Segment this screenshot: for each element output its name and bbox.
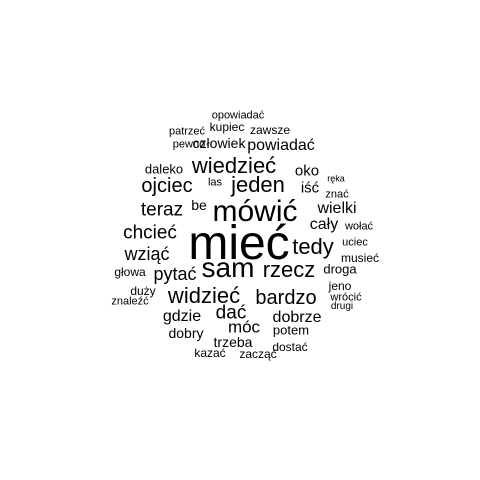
- cloud-word: wołać: [344, 220, 374, 233]
- cloud-word: rzecz: [262, 257, 316, 282]
- cloud-word: mówić: [212, 195, 298, 228]
- cloud-word: jeden: [231, 172, 285, 197]
- cloud-word: daleko: [144, 161, 184, 177]
- cloud-word: znaleźć: [111, 295, 149, 308]
- cloud-word: zacząć: [239, 347, 277, 361]
- cloud-word: móc: [227, 317, 261, 337]
- cloud-word: iść: [300, 179, 320, 197]
- cloud-word: teraz: [140, 199, 184, 221]
- cloud-word: dostać: [272, 340, 308, 354]
- cloud-word: jeno: [328, 279, 352, 293]
- cloud-word: dać: [215, 302, 247, 324]
- cloud-word: uciec: [342, 236, 368, 249]
- cloud-word: cały: [309, 216, 339, 233]
- cloud-word: dobry: [168, 325, 204, 341]
- cloud-word: ręka: [327, 173, 345, 184]
- cloud-word: sam: [201, 252, 255, 283]
- cloud-word: wrócić: [330, 291, 362, 304]
- cloud-word: pewno: [172, 138, 206, 151]
- cloud-word: las: [207, 176, 223, 189]
- cloud-word: tedy: [292, 234, 334, 259]
- cloud-word: drugi: [330, 301, 354, 312]
- cloud-word: droga: [323, 261, 357, 277]
- cloud-word: człowiek: [192, 135, 246, 151]
- cloud-word: be: [191, 197, 207, 213]
- cloud-word: znać: [325, 188, 349, 201]
- cloud-word: oko: [294, 162, 320, 180]
- cloud-word: gdzie: [162, 308, 202, 325]
- cloud-word: wiedzieć: [191, 153, 277, 178]
- cloud-word: potem: [272, 322, 310, 338]
- cloud-word: patrzeć: [168, 125, 206, 138]
- cloud-word: dobrze: [272, 309, 322, 326]
- cloud-word: pytać: [153, 264, 197, 284]
- cloud-word: zawsze: [249, 123, 291, 137]
- cloud-word: kazać: [194, 346, 226, 360]
- cloud-word: opowiadać: [211, 109, 265, 122]
- cloud-word: widzieć: [167, 283, 241, 308]
- cloud-word: trzeba: [213, 334, 253, 350]
- cloud-word: chcieć: [123, 222, 177, 244]
- cloud-word: powiadać: [247, 137, 315, 154]
- cloud-word: ojciec: [141, 175, 193, 197]
- cloud-word: wziąć: [124, 244, 170, 264]
- cloud-word: mieć: [188, 217, 290, 270]
- cloud-word: kupiec: [209, 120, 245, 134]
- cloud-word: musieć: [340, 251, 380, 265]
- cloud-word: duży: [130, 284, 156, 298]
- cloud-word: głowa: [114, 265, 146, 279]
- cloud-word: bardzo: [255, 287, 317, 309]
- cloud-word: wielki: [317, 200, 357, 217]
